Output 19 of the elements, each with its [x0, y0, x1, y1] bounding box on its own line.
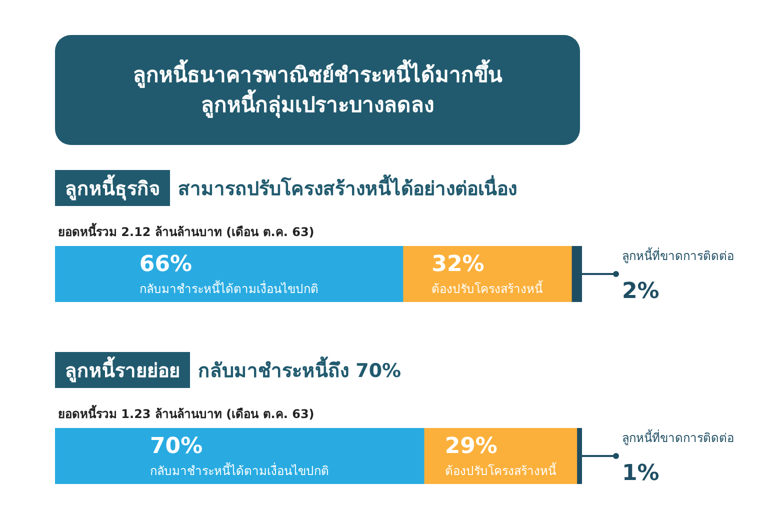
text: ลูกหนี้ธุรกิจ [55, 170, 170, 206]
text: ลูกหนี้ที่ขาดการติดต่อ [622, 429, 734, 446]
series-label: กลับมาชำระหนี้ได้ตามเงื่อนไขปกติ [139, 280, 318, 296]
data-label: 1% [622, 461, 660, 486]
text: ลูกหนี้รายย่อย [55, 352, 190, 388]
data-label: 2% [622, 279, 660, 304]
text: ยอดหนี้รวม 2.12 ล้านล้านบาท (เดือน ต.ค. 63) [58, 222, 314, 241]
text: ลูกหนี้ที่ขาดการติดต่อ [622, 247, 734, 264]
series-label: ต้องปรับโครงสร้างหนี้ [432, 280, 544, 296]
text: สามารถปรับโครงสร้างหนี้ได้อย่างต่อเนื่อง [178, 174, 517, 202]
text: กลับมาชำระหนี้ถึง 70% [198, 356, 402, 384]
text: ยอดหนี้รวม 1.23 ล้านล้านบาท (เดือน ต.ค. 63) [58, 404, 314, 423]
data-label: 66% [139, 252, 192, 277]
data-label: 32% [432, 252, 484, 277]
data-label: 70% [150, 434, 203, 459]
chart-title: ลูกหนี้ธนาคารพาณิชย์ชำระหนี้ได้มากขึ้น ลูกหนี้กลุ่มเปราะบางลดลง [55, 35, 580, 145]
series-label: กลับมาชำระหนี้ได้ตามเงื่อนไขปกติ [150, 462, 329, 478]
data-label: 29% [444, 434, 498, 459]
series-label: ต้องปรับโครงสร้างหนี้ [444, 462, 557, 478]
